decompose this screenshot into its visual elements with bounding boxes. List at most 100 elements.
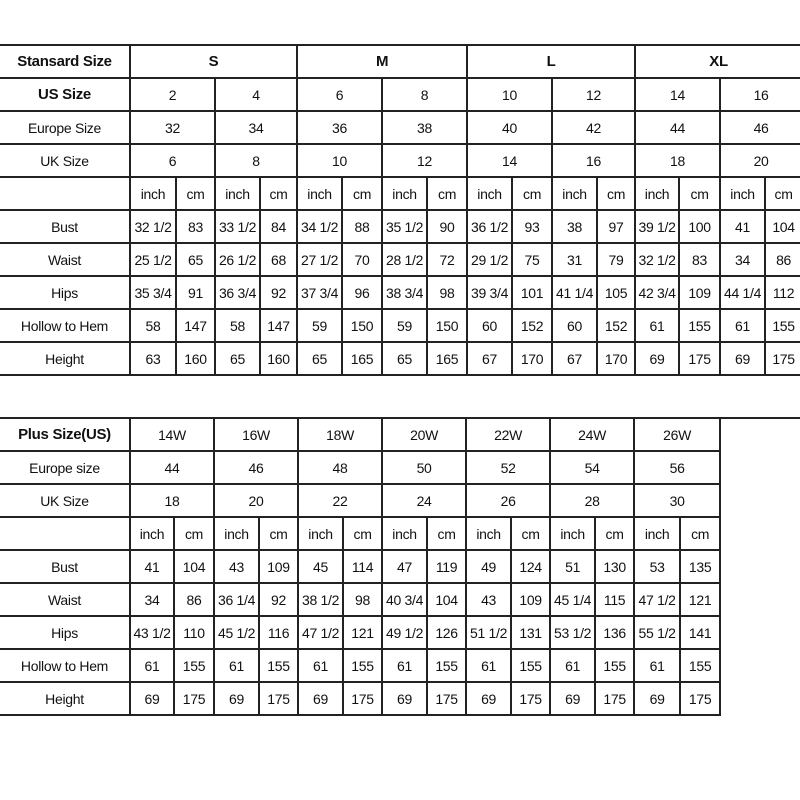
measure-value: 55 1/2	[633, 615, 682, 650]
measure-value: 69	[634, 341, 681, 376]
size-value: 50	[381, 450, 468, 485]
standard-size-table: Stansard Size S M L XL US Size 2 4 6 8 10 12 14 16 Eur…	[0, 44, 800, 376]
measure-value: 126	[426, 615, 468, 650]
row-label: US Size	[0, 77, 131, 112]
measure-value: 67	[551, 341, 599, 376]
measure-value: 69	[719, 341, 767, 376]
size-value: 40	[466, 110, 554, 145]
row-label: UK Size	[0, 143, 131, 178]
unit-inch: inch	[297, 516, 345, 551]
plus-size-22w: 22W	[465, 417, 552, 452]
plus-size-16w: 16W	[213, 417, 300, 452]
size-value: 42	[551, 110, 637, 145]
measure-value: 69	[213, 681, 261, 716]
measure-value: 104	[426, 582, 468, 617]
size-value: 46	[719, 110, 800, 145]
row-label: Hollow to Hem	[0, 648, 131, 683]
measure-value: 44 1/4	[719, 275, 767, 310]
size-row: UK Size 6 8 10 12 14 16 18 20	[0, 143, 800, 178]
measure-value: 150	[341, 308, 384, 343]
measure-value: 175	[679, 681, 722, 716]
measure-value: 65	[175, 242, 216, 277]
measure-value: 69	[129, 681, 175, 716]
measure-value: 100	[678, 209, 722, 244]
measure-value: 34	[129, 582, 175, 617]
size-value: 8	[381, 77, 469, 112]
unit-inch: inch	[549, 516, 597, 551]
measure-value: 91	[175, 275, 216, 310]
measure-value: 58	[129, 308, 177, 343]
unit-cm: cm	[258, 516, 300, 551]
size-row: UK Size 18 20 22 24 26 28 30	[0, 483, 722, 518]
measure-value: 92	[258, 275, 299, 310]
measure-value: 43	[465, 582, 513, 617]
unit-cm: cm	[596, 176, 637, 211]
measure-value: 152	[511, 308, 554, 343]
size-value: 56	[633, 450, 722, 485]
measure-value: 165	[426, 341, 469, 376]
size-value: 16	[551, 143, 637, 178]
measure-value: 83	[678, 242, 722, 277]
size-row: Europe Size 32 34 36 38 40 42 44 46	[0, 110, 800, 145]
measure-value: 69	[381, 681, 429, 716]
measure-value: 47 1/2	[297, 615, 345, 650]
measure-value: 63	[129, 341, 177, 376]
measure-value: 115	[594, 582, 636, 617]
measure-value: 26 1/2	[214, 242, 261, 277]
measure-value: 69	[549, 681, 597, 716]
measure-value: 112	[764, 275, 800, 310]
measure-value: 165	[341, 341, 384, 376]
units-row: inch cm inch cm inch cm inch cm inch cm inch cm inch…	[0, 516, 722, 551]
measure-value: 61	[633, 648, 682, 683]
measure-value: 36 1/2	[466, 209, 514, 244]
measure-value: 155	[679, 648, 722, 683]
measure-value: 96	[341, 275, 384, 310]
measure-value: 175	[510, 681, 552, 716]
size-value: 14	[634, 77, 722, 112]
unit-inch: inch	[719, 176, 767, 211]
measure-value: 42 3/4	[634, 275, 681, 310]
measure-value: 170	[511, 341, 554, 376]
measure-value: 105	[596, 275, 637, 310]
unit-cm: cm	[342, 516, 384, 551]
size-group-l: L	[466, 44, 637, 79]
measure-row: Height 69 175 69 175 69 175 69 175 69 175 69 175 69 17…	[0, 681, 722, 716]
measure-value: 147	[258, 308, 299, 343]
size-value: 14	[466, 143, 554, 178]
measure-value: 93	[511, 209, 554, 244]
row-label: Hollow to Hem	[0, 308, 131, 343]
unit-inch: inch	[634, 176, 681, 211]
unit-cm: cm	[426, 516, 468, 551]
measure-value: 65	[214, 341, 261, 376]
measure-value: 60	[466, 308, 514, 343]
row-label: Europe Size	[0, 110, 131, 145]
measure-value: 25 1/2	[129, 242, 177, 277]
measure-value: 119	[426, 549, 468, 584]
measure-value: 114	[342, 549, 384, 584]
measure-value: 90	[426, 209, 469, 244]
unit-cm: cm	[678, 176, 722, 211]
measure-value: 35 1/2	[381, 209, 429, 244]
measure-row: Bust 32 1/2 83 33 1/2 84 34 1/2 88 35 1/2 90 36 1…	[0, 209, 800, 244]
measure-value: 141	[679, 615, 722, 650]
unit-inch: inch	[214, 176, 261, 211]
measure-value: 61	[297, 648, 345, 683]
measure-value: 68	[258, 242, 299, 277]
measure-value: 38	[551, 209, 599, 244]
measure-value: 45 1/2	[213, 615, 261, 650]
measure-value: 69	[633, 681, 682, 716]
header-row: Stansard Size S M L XL	[0, 44, 800, 79]
measure-value: 39 1/2	[634, 209, 681, 244]
unit-cm: cm	[426, 176, 469, 211]
size-value: 24	[381, 483, 468, 518]
measure-value: 175	[258, 681, 300, 716]
plus-size-24w: 24W	[549, 417, 636, 452]
size-value: 36	[296, 110, 384, 145]
measure-value: 155	[258, 648, 300, 683]
measure-value: 27 1/2	[296, 242, 344, 277]
size-group-s: S	[128, 44, 299, 79]
size-value: 18	[128, 483, 216, 518]
measure-value: 98	[426, 275, 469, 310]
measure-value: 43 1/2	[129, 615, 175, 650]
size-value: 34	[213, 110, 299, 145]
